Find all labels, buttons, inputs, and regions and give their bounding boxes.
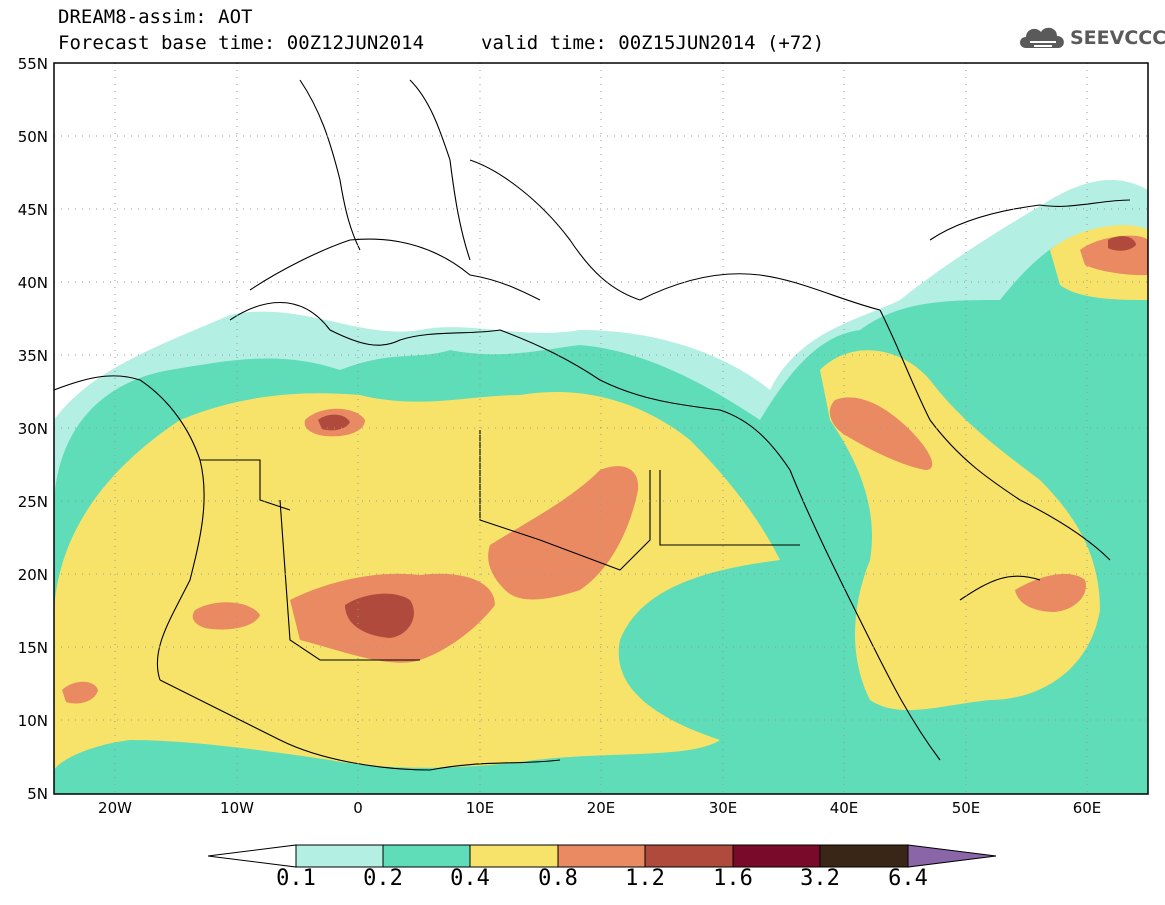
colorbar-bin	[469, 844, 559, 868]
colorbar-label: 1.6	[713, 866, 753, 891]
lat-label: 45N	[17, 201, 48, 219]
lon-label: 20W	[98, 799, 132, 817]
colorbar-label: 0.4	[450, 866, 490, 891]
lon-label: 20E	[586, 799, 616, 817]
aot-band-0-8-west	[62, 681, 98, 704]
lat-label: 5N	[27, 785, 48, 803]
valid-time: valid time: 00Z15JUN2014 (+72)	[481, 32, 825, 54]
aot-band-0-8-iraq	[829, 397, 933, 470]
gridlines	[54, 63, 1148, 794]
lon-label: 40E	[829, 799, 859, 817]
colorbar-label: 0.2	[363, 866, 403, 891]
lat-label: 40N	[17, 274, 48, 292]
lat-label: 20N	[17, 566, 48, 584]
colorbar-low-arrow	[207, 844, 297, 868]
lon-label: 10W	[220, 799, 254, 817]
aot-field	[54, 63, 1148, 794]
forecast-base-time: Forecast base time: 00Z12JUN2014	[58, 32, 425, 54]
aot-band-1-2-caspian	[1108, 236, 1136, 251]
logo-text: SEEVCCC	[1070, 27, 1165, 49]
lon-label: 10E	[465, 799, 495, 817]
colorbar-bin	[732, 844, 821, 868]
seevccc-logo: SEEVCCC	[1016, 20, 1165, 60]
lat-label: 55N	[17, 55, 48, 73]
colorbar-label: 6.4	[888, 866, 928, 891]
lat-label: 30N	[17, 420, 48, 438]
plot-frame	[53, 62, 1149, 795]
colorbar-bin	[557, 844, 646, 868]
colorbar-bin	[644, 844, 734, 868]
lat-label: 10N	[17, 712, 48, 730]
colorbar-label: 3.2	[800, 866, 840, 891]
colorbar-label: 0.8	[538, 866, 578, 891]
lon-label: 30E	[708, 799, 738, 817]
aot-band-1-2-niger	[345, 593, 414, 638]
aot-band-0-8-bodele	[192, 602, 260, 630]
aot-band-0-8-oman	[1015, 573, 1086, 612]
colorbar-high-arrow	[907, 844, 997, 868]
colorbar-label: 0.1	[276, 866, 316, 891]
lon-label: 0	[353, 799, 363, 817]
coastlines	[54, 79, 1131, 771]
colorbar-bin	[382, 844, 471, 868]
lon-label: 50E	[951, 799, 981, 817]
colorbar-bin	[295, 844, 384, 868]
lat-label: 35N	[17, 347, 48, 365]
lat-label: 50N	[17, 128, 48, 146]
lat-label: 15N	[17, 639, 48, 657]
lat-label: 25N	[17, 493, 48, 511]
cloud-icon	[1020, 27, 1064, 48]
lon-label: 60E	[1072, 799, 1102, 817]
aot-band-0-8-chad	[488, 466, 639, 600]
aot-band-1-2-morocco	[318, 414, 350, 431]
colorbar	[207, 844, 997, 868]
colorbar-bin	[819, 844, 909, 868]
map-title: DREAM8-assim: AOT	[58, 6, 253, 28]
colorbar-label: 1.2	[625, 866, 665, 891]
